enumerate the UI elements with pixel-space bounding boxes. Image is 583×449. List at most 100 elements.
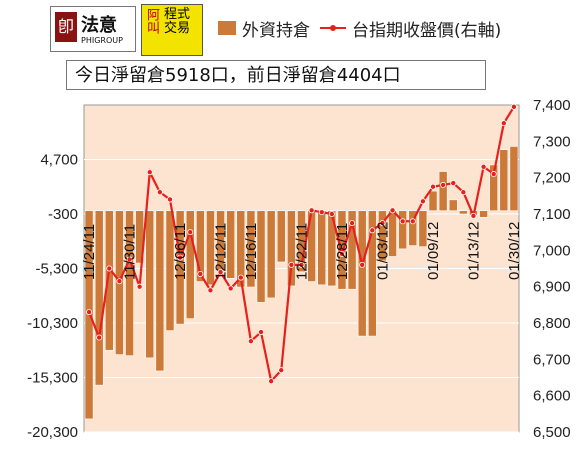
price-point [510, 103, 517, 110]
chart-banner: 今日淨留倉5918口，前日淨留倉4404口 [66, 60, 486, 90]
bar [327, 210, 337, 287]
bar [418, 210, 428, 247]
bar [175, 210, 185, 325]
bar [246, 210, 256, 288]
price-point [460, 189, 467, 196]
bar [317, 210, 327, 286]
legend-bar-label: 外資持倉 [242, 20, 310, 41]
right-tick-label: 6,700 [533, 351, 571, 368]
price-point [207, 287, 214, 294]
right-tick-label: 7,300 [533, 133, 571, 150]
bar [155, 210, 165, 372]
price-point [419, 198, 426, 205]
bar [185, 210, 195, 319]
x-tick-label: 12/06/11 [172, 223, 189, 280]
bar [195, 210, 205, 282]
bar [378, 210, 387, 262]
bar [509, 146, 519, 212]
bar [499, 149, 509, 212]
x-tick-label: 12/22/11 [294, 223, 311, 280]
price-point [187, 229, 194, 236]
chart-legend: 外資持倉 台指期收盤價(右軸) [218, 8, 501, 48]
left-tick-label: -10,300 [27, 315, 78, 332]
x-tick-label: 01/03/12 [374, 222, 391, 280]
price-point [227, 285, 234, 292]
x-tick-label: 11/24/11 [81, 224, 98, 280]
price-point [96, 334, 103, 341]
price-point [116, 278, 123, 285]
right-tick-label: 6,800 [533, 315, 571, 332]
price-point [258, 329, 265, 336]
bar [428, 190, 438, 212]
price-point [166, 196, 173, 203]
x-tick-label: 11/30/11 [122, 224, 139, 280]
bar [398, 210, 408, 250]
x-tick-label: 12/12/11 [213, 223, 230, 280]
price-point [480, 163, 487, 170]
price-point [328, 210, 335, 217]
legend-line-label: 台指期收盤價(右軸) [352, 20, 502, 41]
bar [448, 199, 458, 212]
legend-line-swatch [320, 25, 346, 31]
bar [94, 210, 104, 386]
legend-bar-swatch [218, 21, 236, 35]
bar [287, 210, 296, 287]
price-point [490, 171, 497, 178]
right-tick-label: 7,200 [533, 170, 571, 187]
price-point [146, 169, 153, 176]
bar [226, 210, 236, 279]
logo-mark: 卽 [55, 12, 77, 42]
right-tick-label: 6,900 [533, 279, 571, 296]
logo-sub: PHIGROUP [81, 36, 123, 45]
price-point [409, 218, 416, 225]
bar [347, 210, 357, 290]
program-trading-logo: 阿叫 程式交易 [141, 4, 203, 56]
left-tick-label: -20,300 [27, 424, 78, 441]
price-point [430, 183, 437, 190]
price-point [389, 207, 396, 214]
price-point [298, 261, 305, 268]
bar [236, 210, 246, 288]
bar [165, 210, 175, 331]
left-tick-label: -300 [48, 206, 78, 223]
bar [276, 210, 286, 263]
logo-badge-a: 阿叫 [144, 8, 159, 34]
price-point [450, 180, 457, 187]
right-tick-label: 7,100 [533, 206, 571, 223]
bar [438, 171, 448, 212]
price-point [177, 254, 184, 261]
left-tick-label: -15,300 [27, 370, 78, 387]
price-point [308, 207, 315, 214]
right-tick-label: 6,600 [533, 388, 571, 405]
price-point [106, 265, 113, 272]
price-point [126, 256, 133, 263]
bar [266, 210, 276, 299]
price-point [349, 220, 356, 227]
price-point [500, 120, 507, 127]
price-point [359, 261, 366, 268]
bar [367, 210, 377, 337]
bar [489, 164, 499, 212]
price-point [136, 283, 143, 290]
price-point [369, 227, 376, 234]
bar [408, 210, 418, 246]
left-tick-label: 4,700 [40, 152, 78, 169]
x-tick-label: 12/16/11 [243, 223, 260, 280]
bar [206, 210, 215, 286]
bar [256, 210, 266, 303]
price-point [217, 269, 224, 276]
price-point [338, 250, 345, 257]
x-tick-label: 01/13/12 [465, 222, 482, 280]
right-tick-label: 6,500 [533, 424, 571, 441]
x-tick-label: 01/09/12 [425, 222, 442, 280]
price-point [288, 261, 295, 268]
bar [357, 210, 367, 337]
bar [125, 210, 134, 356]
price-point [156, 189, 163, 196]
price-point [318, 209, 325, 216]
x-tick-label: 12/28/11 [334, 223, 351, 280]
price-point [247, 338, 254, 345]
logo-badge-b: 程式交易 [164, 7, 191, 36]
bar [104, 210, 114, 351]
